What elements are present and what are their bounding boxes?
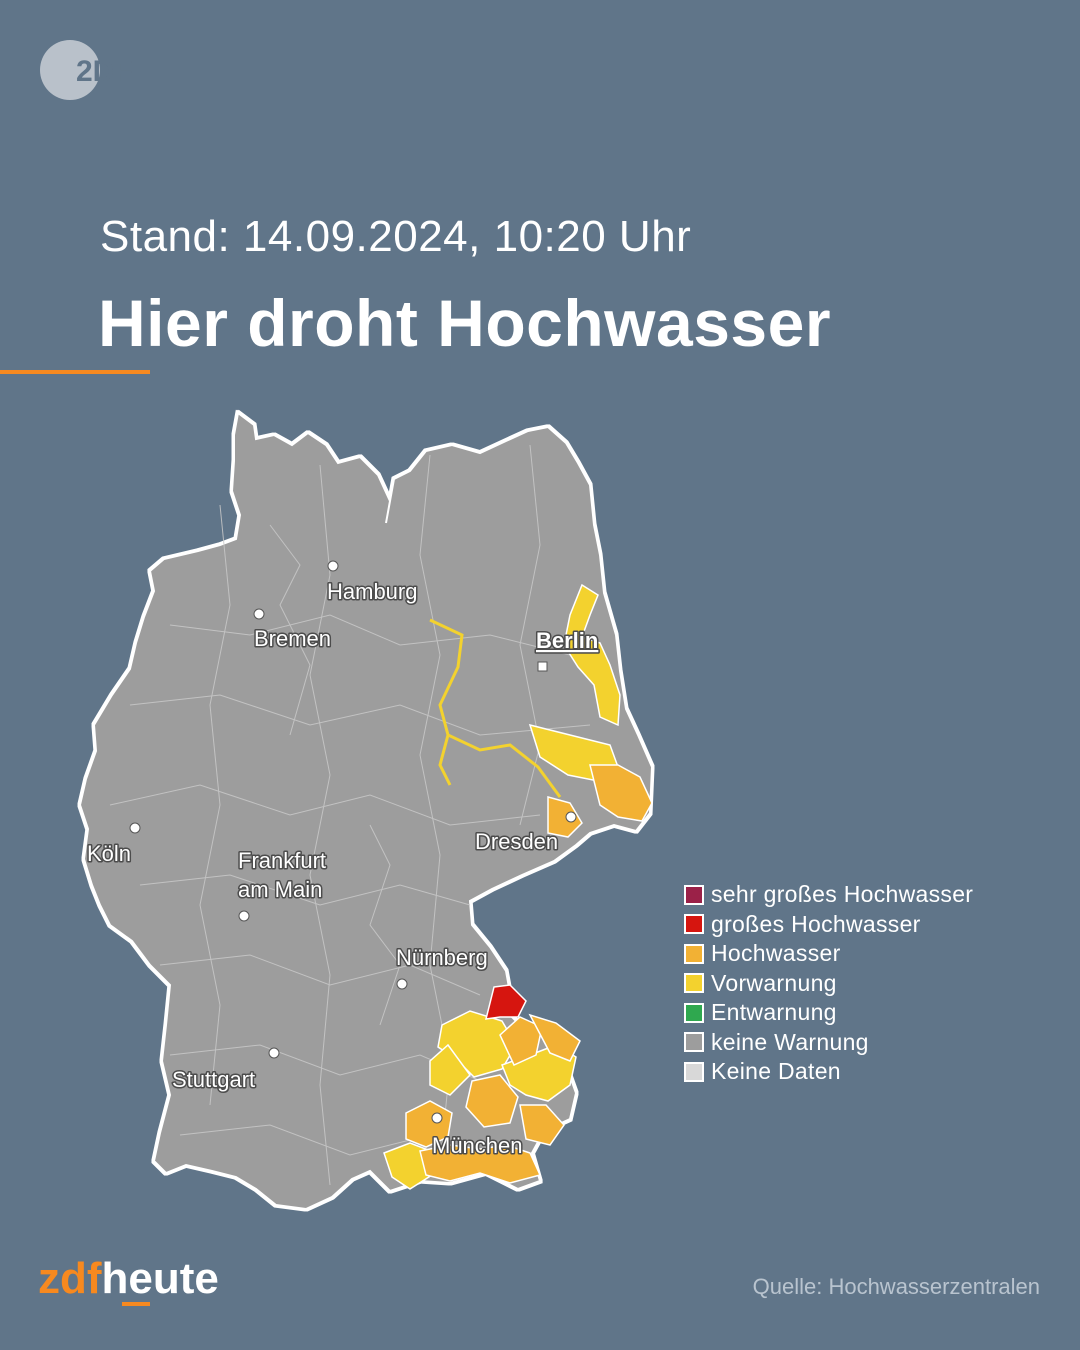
legend-swatch bbox=[684, 1002, 704, 1023]
germany-map: Hamburg Bremen Berlin Dresden Köln Frank… bbox=[78, 411, 654, 1211]
city-markers bbox=[129, 560, 577, 1124]
legend-label: Keine Daten bbox=[711, 1058, 841, 1085]
city-label-frankfurt-1: Frankfurt bbox=[238, 848, 326, 873]
legend-item: Vorwarnung bbox=[684, 969, 973, 999]
legend-label: keine Warnung bbox=[711, 1028, 869, 1055]
accent-rule bbox=[0, 370, 150, 374]
city-marker-frankfurt bbox=[238, 910, 250, 922]
city-label-stuttgart: Stuttgart bbox=[172, 1067, 255, 1092]
legend-swatch bbox=[684, 943, 704, 964]
legend-label: sehr großes Hochwasser bbox=[711, 881, 974, 908]
source-credit: Quelle: Hochwasserzentralen bbox=[752, 1274, 1040, 1299]
legend-label: Hochwasser bbox=[711, 940, 841, 967]
city-marker-berlin bbox=[537, 661, 548, 672]
legend-swatch bbox=[684, 914, 704, 935]
legend-label: Vorwarnung bbox=[711, 969, 837, 996]
legend-item: Entwarnung bbox=[684, 998, 973, 1028]
city-marker-hamburg bbox=[327, 560, 339, 572]
timestamp: Stand: 14.09.2024, 10:20 Uhr bbox=[100, 212, 692, 261]
legend-item: Hochwasser bbox=[684, 939, 973, 969]
city-marker-koeln bbox=[129, 822, 141, 834]
city-label-koeln: Köln bbox=[87, 841, 131, 866]
city-marker-stuttgart bbox=[268, 1047, 280, 1059]
city-label-bremen: Bremen bbox=[254, 626, 331, 651]
river-warnings bbox=[429, 618, 562, 798]
city-label-dresden: Dresden bbox=[475, 829, 558, 854]
map-legend: sehr großes Hochwasser großes Hochwasser… bbox=[684, 880, 973, 1087]
brand-underline bbox=[122, 1302, 150, 1306]
city-marker-nuernberg bbox=[396, 978, 408, 990]
zdf-logo-text: 2DF bbox=[76, 55, 133, 88]
legend-swatch bbox=[684, 1032, 704, 1053]
legend-label: Entwarnung bbox=[711, 999, 837, 1026]
city-label-hamburg: Hamburg bbox=[327, 579, 417, 604]
city-label-frankfurt-2: am Main bbox=[238, 877, 322, 902]
city-label-muenchen: München bbox=[432, 1133, 523, 1158]
city-label-berlin: Berlin bbox=[536, 628, 598, 653]
legend-swatch bbox=[684, 884, 704, 905]
legend-label: großes Hochwasser bbox=[711, 910, 921, 937]
grosses-hochwasser-region bbox=[485, 984, 527, 1020]
city-marker-dresden bbox=[565, 811, 577, 823]
brand-heute: heute bbox=[101, 1254, 219, 1303]
legend-item: sehr großes Hochwasser bbox=[684, 880, 973, 910]
city-label-nuernberg: Nürnberg bbox=[396, 945, 488, 970]
zdf-logo: 2DF bbox=[40, 40, 133, 100]
legend-swatch bbox=[684, 973, 704, 994]
zdfheute-logo: zdfheute bbox=[38, 1254, 219, 1304]
brand-zdf: zdf bbox=[38, 1254, 102, 1303]
city-marker-bremen bbox=[253, 608, 265, 620]
legend-swatch bbox=[684, 1061, 704, 1082]
legend-item: Keine Daten bbox=[684, 1057, 973, 1087]
page-title: Hier droht Hochwasser bbox=[98, 286, 832, 360]
hochwasser-regions bbox=[405, 764, 653, 1184]
legend-item: großes Hochwasser bbox=[684, 910, 973, 940]
city-marker-muenchen bbox=[431, 1112, 443, 1124]
legend-item: keine Warnung bbox=[684, 1028, 973, 1058]
